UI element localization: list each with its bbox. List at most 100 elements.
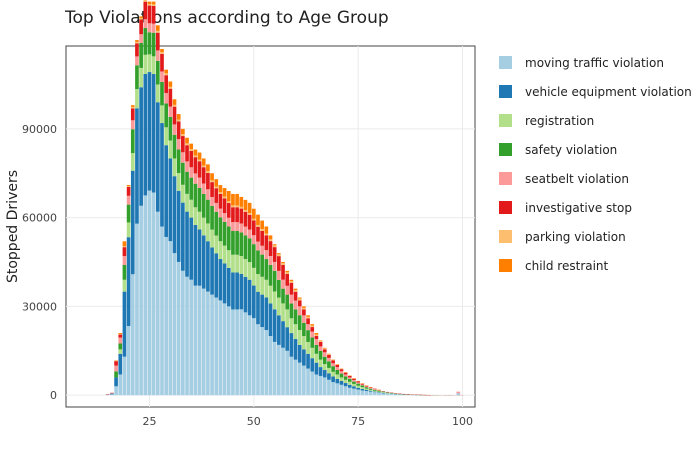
bar-segment <box>214 211 219 236</box>
bar-segment <box>118 349 123 354</box>
bar-segment <box>272 341 277 396</box>
bar-segment <box>226 201 231 204</box>
bar-segment <box>164 69 168 74</box>
bar-segment <box>243 211 248 227</box>
bar-segment <box>164 145 168 237</box>
bar-segment <box>151 74 156 193</box>
bar-segment <box>364 391 369 396</box>
bar-segment <box>327 357 331 362</box>
bar-segment <box>381 392 386 394</box>
bar-segment <box>314 353 319 363</box>
legend-item[interactable]: seatbelt violation <box>499 172 629 186</box>
bar-segment <box>281 303 285 322</box>
bar-segment <box>272 270 277 292</box>
legend-item[interactable]: registration <box>499 114 594 128</box>
bar-segment <box>306 324 310 331</box>
bar-segment <box>168 88 173 107</box>
bar-segment <box>114 386 118 396</box>
x-tick-label: 50 <box>247 415 261 428</box>
bar-segment <box>189 149 194 151</box>
bar-segment <box>231 205 235 208</box>
bar-segment <box>327 373 331 380</box>
bar-segment <box>335 369 340 375</box>
bar-segment <box>335 383 340 396</box>
bar-segment <box>268 235 273 240</box>
bar-segment <box>143 1 148 20</box>
bar-segment <box>130 106 135 109</box>
bar-segment <box>310 347 315 359</box>
bar-segment <box>356 382 360 384</box>
legend: moving traffic violation vehicle equipmen… <box>499 56 692 273</box>
bar-segment <box>243 235 248 260</box>
bar-segment <box>356 387 360 390</box>
bar-segment <box>343 383 348 387</box>
legend-item[interactable]: parking violation <box>499 230 626 244</box>
bar-segment <box>264 233 269 236</box>
bar-segment <box>268 303 273 337</box>
bar-segment <box>327 367 331 374</box>
bar-segment <box>197 187 202 212</box>
bar-segment <box>297 315 302 331</box>
bar-segment <box>272 291 277 310</box>
legend-label: safety violation <box>525 143 617 157</box>
bar-segment <box>139 16 143 18</box>
bar-segment <box>281 262 285 264</box>
bar-segment <box>360 383 365 385</box>
legend-item[interactable]: investigative stop <box>499 201 632 215</box>
bar-segment <box>168 106 173 117</box>
bar-segment <box>189 199 194 218</box>
bar-segment <box>155 50 160 61</box>
bar-segment <box>185 211 189 277</box>
bar-segment <box>164 236 168 396</box>
legend-item[interactable]: child restraint <box>499 259 609 273</box>
bar-segment <box>302 349 306 366</box>
bar-segment <box>331 363 335 367</box>
bar-segment <box>126 326 131 396</box>
bar-segment <box>130 108 135 121</box>
bar-segment <box>306 368 310 396</box>
bar-segment <box>343 374 348 377</box>
bar-segment <box>231 230 235 255</box>
bar-segment <box>306 316 310 319</box>
bar-segment <box>160 71 164 82</box>
bar-segment <box>114 361 118 366</box>
bar-segment <box>126 222 131 238</box>
bar-segment <box>218 217 223 242</box>
bar-segment <box>297 300 302 307</box>
bar-segment <box>222 303 227 396</box>
legend-item[interactable]: vehicle equipment violation <box>499 85 692 99</box>
bar-segment <box>285 309 290 328</box>
bar-segment <box>373 389 377 391</box>
bar-segment <box>206 223 210 242</box>
bar-segment <box>347 377 352 379</box>
bar-segment <box>277 315 281 345</box>
bar-segment <box>226 203 231 218</box>
bar-segment <box>322 356 327 365</box>
bar-segment <box>139 19 143 35</box>
bar-segment <box>147 5 152 24</box>
bar-segment <box>201 288 206 396</box>
bar-segment <box>331 366 335 372</box>
bar-segment <box>235 254 239 273</box>
bar-segment <box>385 393 390 396</box>
bar-segment <box>247 279 252 316</box>
bar-segment <box>293 288 298 290</box>
bar-segment <box>277 297 281 316</box>
bar-segment <box>168 81 173 87</box>
bar-segment <box>197 161 202 178</box>
bar-segment <box>118 334 123 338</box>
bar-segment <box>310 358 315 372</box>
legend-item[interactable]: moving traffic violation <box>499 56 664 70</box>
bar-segment <box>122 356 127 396</box>
legend-item[interactable]: safety violation <box>499 143 617 157</box>
bar-segment <box>289 281 294 283</box>
bar-segment <box>277 344 281 396</box>
bar-segment <box>318 346 323 351</box>
bar-segment <box>293 300 298 310</box>
bar-segment <box>268 255 273 265</box>
bar-segment <box>110 394 114 396</box>
bar-segment <box>281 288 285 304</box>
bar-segment <box>314 362 319 375</box>
bar-segment <box>168 116 173 141</box>
bar-segment <box>243 276 248 313</box>
